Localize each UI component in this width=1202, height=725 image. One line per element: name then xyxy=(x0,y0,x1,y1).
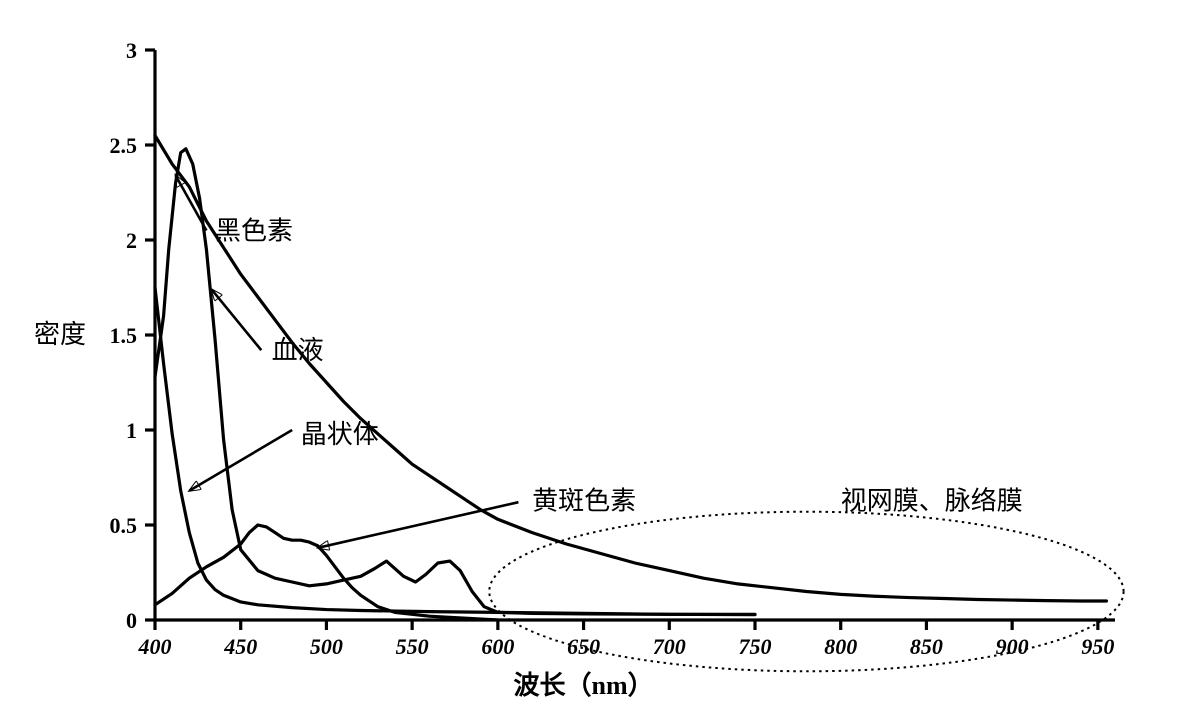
y-tick-label: 3 xyxy=(126,38,137,63)
macular-label: 黄斑色素 xyxy=(532,486,636,515)
x-tick-label: 750 xyxy=(739,634,772,659)
y-tick-label: 2 xyxy=(126,228,137,253)
lens-label-arrow xyxy=(189,430,292,491)
series-group xyxy=(155,136,1106,621)
x-axis-label: 波长（nm） xyxy=(514,671,654,700)
x-tick-label: 700 xyxy=(653,634,686,659)
x-tick-label: 600 xyxy=(481,634,514,659)
x-tick-label: 550 xyxy=(396,634,429,659)
y-tick-label: 1 xyxy=(126,418,137,443)
melanin-label: 黑色素 xyxy=(215,217,293,246)
x-tick-label: 400 xyxy=(138,634,172,659)
blood-label: 血液 xyxy=(272,336,324,365)
x-tick-label: 500 xyxy=(310,634,343,659)
series-melanin xyxy=(155,136,1106,602)
x-tick-label: 850 xyxy=(910,634,943,659)
blood-label-arrow xyxy=(212,289,262,350)
y-tick-label: 1.5 xyxy=(110,323,138,348)
retina-choroid-label: 视网膜、脉络膜 xyxy=(841,486,1023,515)
x-tick-label: 800 xyxy=(824,634,857,659)
series-macular xyxy=(155,525,498,620)
y-tick-label: 0 xyxy=(126,608,137,633)
x-tick-label: 450 xyxy=(223,634,257,659)
y-axis-label: 密度 xyxy=(34,320,86,349)
y-tick-label: 2.5 xyxy=(110,133,138,158)
lens-label: 晶状体 xyxy=(301,420,379,449)
x-tick-label: 650 xyxy=(567,634,600,659)
macular-label-arrow xyxy=(318,502,519,548)
absorption-chart: 0 0.5 1 1.5 2 2.5 3 400 450 500 550 600 650 700 750 800… xyxy=(0,0,1202,725)
y-tick-label: 0.5 xyxy=(110,513,138,538)
x-tick-label: 950 xyxy=(1081,634,1114,659)
